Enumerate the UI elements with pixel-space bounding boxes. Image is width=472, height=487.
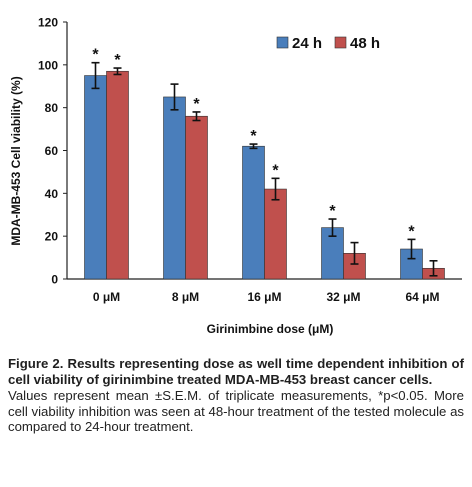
significance-marker: *	[114, 52, 121, 69]
y-tick-label: 40	[45, 187, 59, 201]
x-tick-label: 8 μM	[172, 290, 199, 304]
bar-24h-0	[84, 75, 107, 280]
significance-marker: *	[193, 96, 200, 113]
y-tick-label: 0	[51, 273, 58, 287]
caption-title: Figure 2. Results representing dose as w…	[8, 356, 464, 387]
x-tick-label: 64 μM	[405, 290, 439, 304]
caption-note: Values represent mean ±S.E.M. of triplic…	[8, 388, 464, 435]
bar-48h-1	[185, 115, 208, 280]
y-tick-label: 100	[38, 58, 58, 72]
y-tick-label: 120	[38, 16, 58, 30]
y-tick-label: 20	[45, 230, 59, 244]
significance-marker: *	[408, 223, 415, 240]
figure-caption: Figure 2. Results representing dose as w…	[8, 356, 464, 435]
bar-24h-2	[242, 145, 265, 280]
legend-swatch-48h	[334, 36, 347, 49]
legend-label-24h: 24 h	[292, 35, 322, 52]
bar-48h-0	[106, 70, 129, 280]
bar-chart: MDA-MB-453 Cell viability (%) Girinimbin…	[9, 16, 462, 336]
significance-marker: *	[250, 128, 257, 145]
significance-marker: *	[329, 203, 336, 220]
bar-24h-1	[163, 96, 186, 280]
y-tick-label: 80	[45, 101, 59, 115]
y-axis-label: MDA-MB-453 Cell viability (%)	[9, 76, 23, 245]
bar-48h-2	[264, 188, 287, 280]
significance-marker: *	[272, 162, 279, 179]
legend: 24 h 48 h	[276, 35, 380, 52]
x-tick-label: 0 μM	[93, 290, 120, 304]
y-tick-label: 60	[45, 144, 59, 158]
x-axis-label: Girinimbine dose (μM)	[207, 322, 334, 336]
x-tick-label: 32 μM	[326, 290, 360, 304]
x-tick-label: 16 μM	[247, 290, 281, 304]
legend-swatch-24h	[276, 36, 289, 49]
significance-marker: *	[92, 47, 99, 64]
plot-area: 0 20 40 60 80 100 120 0 μM * * 8 μM * 16 μM * * 32 μM * 6…	[38, 16, 462, 304]
legend-label-48h: 48 h	[350, 35, 380, 52]
